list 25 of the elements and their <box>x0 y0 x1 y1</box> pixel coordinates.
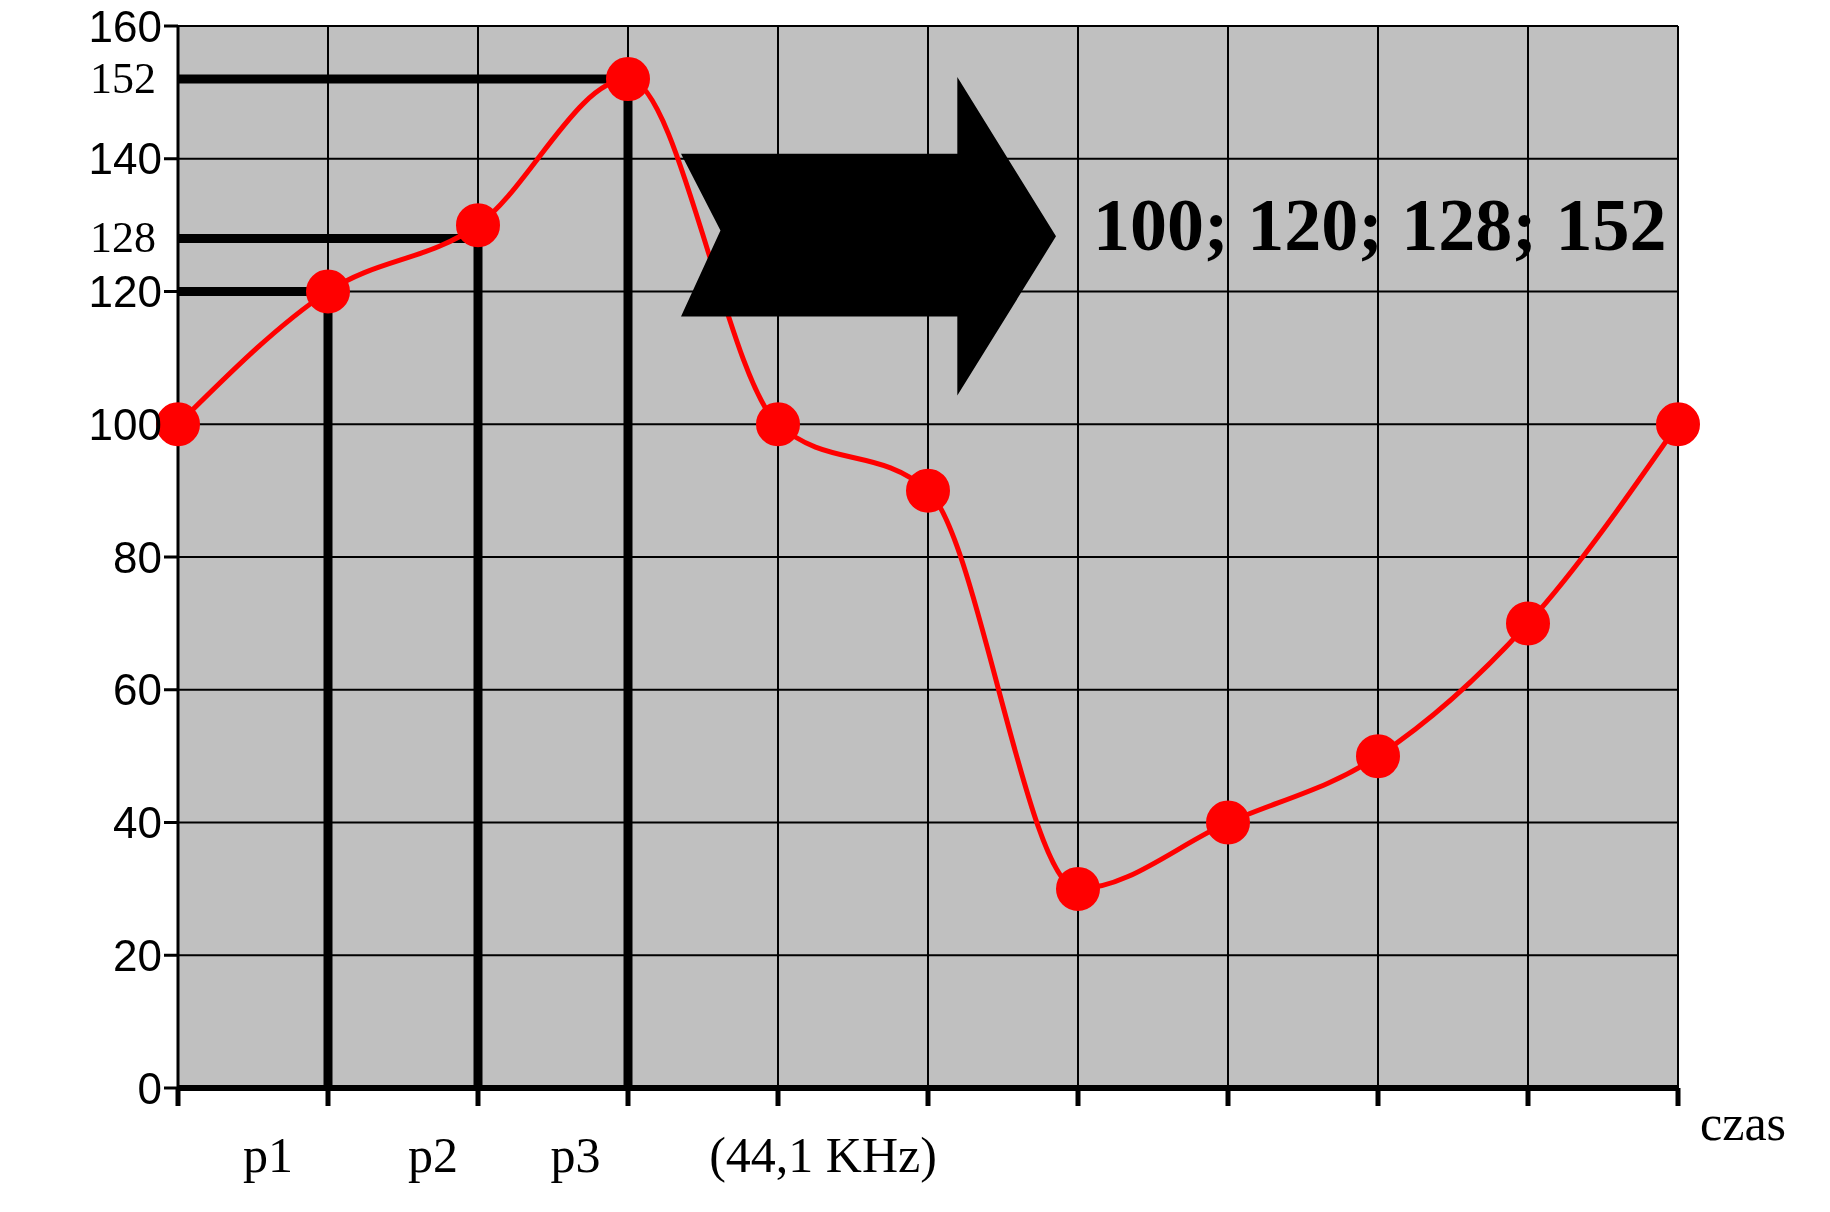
text: p1 <box>243 1127 293 1183</box>
y-tick-label: 120 <box>88 267 162 317</box>
point <box>906 468 950 513</box>
ref-line-label: 152 <box>89 54 156 104</box>
y-tick-label: 0 <box>137 1063 162 1113</box>
text: p2 <box>408 1127 458 1183</box>
point <box>756 402 800 447</box>
point <box>1656 402 1700 447</box>
point <box>1056 866 1100 911</box>
point <box>1506 601 1550 646</box>
text: (44,1 KHz) <box>708 1126 938 1184</box>
y-tick-label: 60 <box>113 665 162 715</box>
point <box>1206 800 1250 845</box>
x-axis-title: czas <box>1700 1094 1787 1152</box>
point <box>306 269 350 314</box>
y-tick-label: 140 <box>88 134 162 184</box>
y-tick-label: 80 <box>113 532 162 582</box>
y-tick-label: 40 <box>113 798 162 848</box>
point <box>1356 734 1400 779</box>
text: p3 <box>550 1127 601 1183</box>
point <box>606 57 650 102</box>
ref-line-label: 128 <box>89 213 156 263</box>
y-tick-label: 20 <box>113 930 162 980</box>
y-tick-label: 160 <box>88 1 162 51</box>
point <box>456 203 500 248</box>
